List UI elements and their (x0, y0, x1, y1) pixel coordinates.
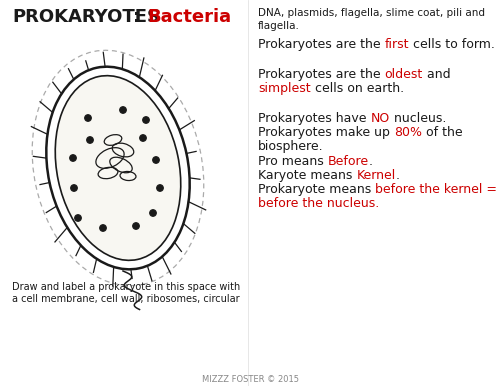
Text: Prokaryotes have: Prokaryotes have (258, 112, 370, 125)
Text: Prokaryote means: Prokaryote means (258, 183, 375, 196)
Text: Pro means: Pro means (258, 155, 328, 168)
Text: cells on earth.: cells on earth. (310, 82, 404, 95)
Text: first: first (384, 38, 409, 51)
Circle shape (120, 107, 126, 113)
Text: Draw and label a prokaryote in this space with: Draw and label a prokaryote in this spac… (12, 282, 240, 292)
Text: Before: Before (328, 155, 369, 168)
Text: PROKARYOTES: PROKARYOTES (12, 8, 160, 26)
Circle shape (75, 215, 81, 221)
Text: DNA, plasmids, flagella, slime coat, pili and: DNA, plasmids, flagella, slime coat, pil… (258, 8, 485, 18)
Circle shape (100, 225, 106, 231)
Circle shape (157, 185, 163, 191)
Text: a cell membrane, cell wall, ribosomes, circular: a cell membrane, cell wall, ribosomes, c… (12, 294, 239, 304)
Text: MIZZZ FOSTER © 2015: MIZZZ FOSTER © 2015 (202, 375, 298, 384)
Text: simplest: simplest (258, 82, 310, 95)
Text: 80%: 80% (394, 126, 422, 139)
Text: .: . (369, 155, 373, 168)
Text: NO: NO (370, 112, 390, 125)
Circle shape (150, 210, 156, 216)
Text: biosphere.: biosphere. (258, 140, 324, 153)
Text: .: . (396, 169, 400, 182)
Circle shape (85, 115, 91, 121)
Circle shape (143, 117, 149, 123)
Circle shape (70, 155, 76, 161)
Text: Prokaryotes are the: Prokaryotes are the (258, 68, 384, 81)
Text: before the kernel =: before the kernel = (375, 183, 497, 196)
Text: of the: of the (422, 126, 463, 139)
Text: flagella.: flagella. (258, 21, 300, 31)
Circle shape (140, 135, 146, 141)
Text: Prokaryotes are the: Prokaryotes are the (258, 38, 384, 51)
Ellipse shape (55, 76, 181, 260)
Circle shape (153, 157, 159, 163)
Text: before the nucleus.: before the nucleus. (258, 197, 380, 210)
Text: oldest: oldest (384, 68, 423, 81)
Text: and: and (423, 68, 450, 81)
Text: nucleus.: nucleus. (390, 112, 446, 125)
Text: Kernel: Kernel (356, 169, 396, 182)
Circle shape (133, 223, 139, 229)
Text: Prokaryotes make up: Prokaryotes make up (258, 126, 394, 139)
Text: cells to form.: cells to form. (409, 38, 495, 51)
Text: :: : (133, 8, 146, 26)
Circle shape (87, 137, 93, 143)
Circle shape (71, 185, 77, 191)
Text: Karyote means: Karyote means (258, 169, 356, 182)
Text: Bacteria: Bacteria (147, 8, 231, 26)
